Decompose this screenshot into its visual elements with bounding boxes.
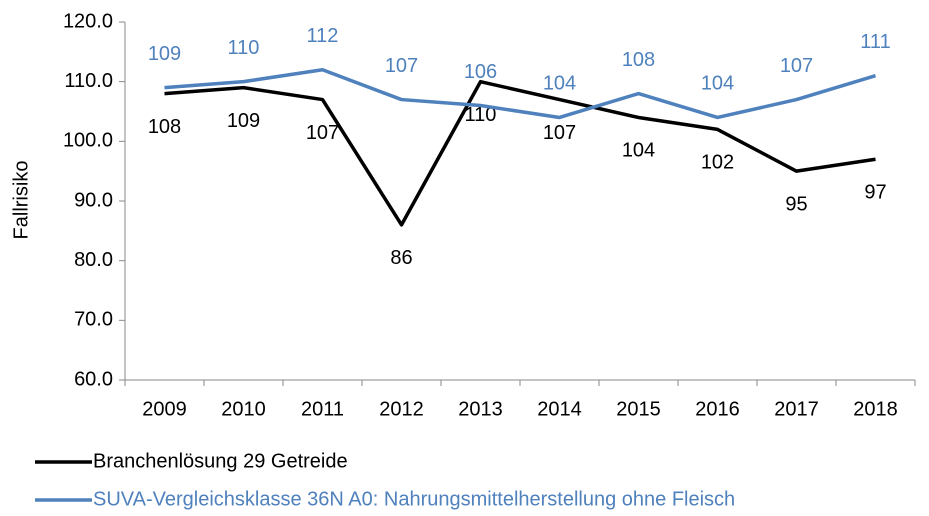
x-tick-label: 2015	[616, 398, 661, 420]
data-label: 108	[148, 116, 181, 138]
line-series	[164, 67, 877, 120]
data-label: 111	[860, 31, 890, 53]
data-label: 86	[390, 247, 412, 269]
data-label: 104	[543, 73, 576, 95]
legend-label: SUVA-Vergleichsklasse 36N A0: Nahrungsmi…	[93, 488, 735, 510]
data-label: 102	[701, 152, 734, 174]
x-tick-label: 2009	[142, 398, 187, 420]
y-tick-label: 70.0	[74, 309, 113, 331]
data-label: 104	[622, 140, 655, 162]
y-tick-label: 110.0	[64, 70, 113, 92]
x-tick-label: 2011	[301, 398, 344, 420]
data-label: 95	[785, 193, 807, 215]
data-label: 109	[227, 110, 260, 132]
line-series	[164, 79, 876, 227]
y-tick-label: 120.0	[63, 10, 113, 32]
y-tick-label: 100.0	[63, 130, 113, 152]
data-label: 104	[701, 73, 734, 95]
data-label: 107	[385, 55, 418, 77]
data-label: 107	[306, 122, 339, 144]
data-label: 107	[543, 122, 576, 144]
x-tick-label: 2014	[537, 398, 582, 420]
y-tick-label: 80.0	[74, 249, 113, 271]
data-label: 97	[864, 182, 886, 204]
data-label: 110	[228, 37, 260, 59]
x-tick-label: 2017	[774, 398, 819, 420]
x-tick-label: 2010	[221, 398, 266, 420]
y-tick-label: 60.0	[74, 368, 113, 390]
legend-label: Branchenlösung 29 Getreide	[93, 450, 348, 472]
x-tick-label: 2012	[379, 398, 424, 420]
y-axis-title: Fallrisiko	[10, 161, 32, 240]
x-tick-label: 2018	[853, 398, 898, 420]
y-tick-label: 90.0	[74, 189, 113, 211]
data-label: 109	[148, 43, 181, 65]
data-label: 108	[622, 49, 655, 71]
data-label: 107	[780, 55, 813, 77]
data-label: 110	[465, 104, 497, 126]
x-tick-label: 2013	[458, 398, 503, 420]
data-label: 112	[307, 25, 339, 47]
data-label: 106	[464, 61, 497, 83]
x-tick-label: 2016	[695, 398, 740, 420]
